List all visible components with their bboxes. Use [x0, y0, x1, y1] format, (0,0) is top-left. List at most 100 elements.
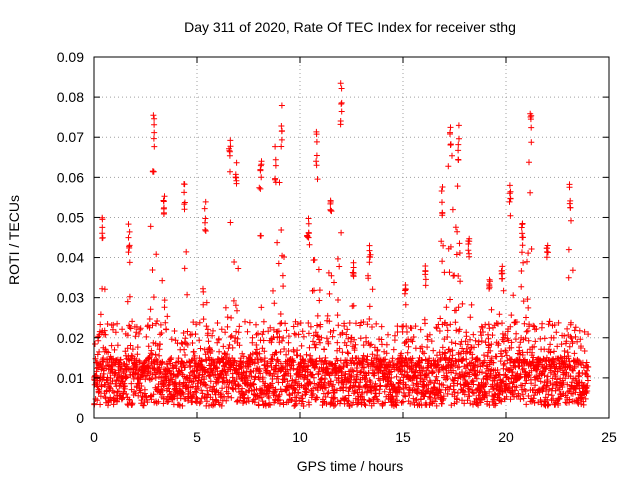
data-point — [327, 329, 334, 335]
data-point — [220, 356, 227, 362]
data-point — [303, 351, 310, 358]
data-point — [124, 345, 131, 352]
data-point — [199, 358, 206, 365]
data-point — [180, 380, 187, 387]
data-point — [407, 400, 414, 407]
data-point — [568, 335, 575, 342]
data-point — [110, 355, 117, 362]
data-point — [132, 333, 139, 340]
data-point — [272, 162, 279, 169]
data-point — [285, 339, 292, 346]
data-point — [290, 323, 297, 330]
data-point — [479, 369, 485, 376]
data-point — [519, 242, 526, 249]
data-point — [500, 362, 507, 368]
data-point — [258, 161, 265, 168]
data-point — [297, 353, 304, 359]
data-point — [234, 307, 240, 314]
data-point — [338, 108, 345, 115]
data-point — [314, 332, 321, 339]
data-point — [133, 357, 140, 364]
data-point — [529, 349, 536, 356]
data-point — [565, 274, 572, 281]
data-point — [431, 398, 438, 405]
data-point — [568, 217, 574, 224]
data-point — [272, 386, 279, 393]
data-point — [121, 370, 128, 376]
data-point — [142, 393, 149, 400]
data-point — [366, 398, 373, 405]
data-point — [517, 339, 524, 346]
data-point — [141, 386, 148, 393]
data-point — [200, 301, 207, 308]
data-point — [271, 300, 278, 307]
data-point — [160, 197, 167, 204]
data-point — [172, 380, 179, 387]
data-point — [492, 400, 499, 407]
data-point — [507, 323, 514, 330]
data-point — [577, 336, 584, 343]
data-point — [445, 163, 452, 170]
data-point — [447, 296, 453, 303]
data-point — [518, 268, 525, 274]
data-point — [240, 353, 247, 360]
data-point — [215, 379, 221, 386]
data-point — [512, 336, 519, 343]
data-point — [478, 332, 485, 339]
data-point — [277, 348, 284, 355]
data-point — [438, 238, 445, 245]
data-point — [250, 380, 257, 387]
data-point — [533, 326, 540, 332]
data-point — [108, 342, 115, 349]
data-point — [312, 329, 319, 336]
data-point — [440, 242, 447, 249]
data-point — [571, 327, 578, 334]
data-point — [398, 358, 405, 365]
y-tick-label: 0.08 — [57, 89, 84, 105]
data-point — [122, 373, 129, 380]
data-point — [434, 352, 440, 359]
data-point — [382, 399, 389, 406]
data-point — [274, 239, 281, 246]
data-point — [549, 385, 556, 392]
data-point — [508, 312, 515, 319]
data-point — [270, 392, 277, 399]
data-point — [350, 272, 357, 279]
data-point — [351, 347, 358, 354]
data-point — [404, 329, 410, 335]
data-point — [198, 387, 205, 394]
data-point — [522, 380, 529, 387]
data-point — [280, 334, 287, 341]
data-point — [138, 397, 145, 404]
data-point — [202, 228, 209, 234]
data-point — [518, 224, 525, 231]
data-point — [455, 304, 462, 311]
data-point — [245, 394, 251, 401]
data-point — [162, 319, 169, 326]
data-point — [235, 371, 242, 378]
data-point — [304, 373, 311, 380]
data-point — [153, 356, 160, 363]
data-point — [92, 341, 98, 347]
data-point — [481, 352, 487, 359]
data-point — [152, 375, 159, 381]
data-point — [439, 344, 446, 351]
data-point — [405, 336, 412, 343]
data-point — [184, 291, 191, 298]
data-point — [426, 377, 433, 384]
data-point — [572, 333, 579, 340]
data-point — [168, 336, 175, 343]
data-point — [453, 370, 459, 377]
data-point — [147, 223, 154, 230]
data-point — [287, 373, 294, 379]
data-point — [132, 370, 139, 377]
data-point — [426, 355, 433, 362]
data-point — [584, 382, 591, 389]
data-point — [129, 318, 136, 325]
data-point — [250, 381, 257, 388]
data-point — [489, 332, 496, 339]
data-point — [235, 383, 242, 390]
data-point — [193, 321, 200, 328]
data-point — [343, 342, 350, 349]
data-point — [564, 389, 571, 395]
